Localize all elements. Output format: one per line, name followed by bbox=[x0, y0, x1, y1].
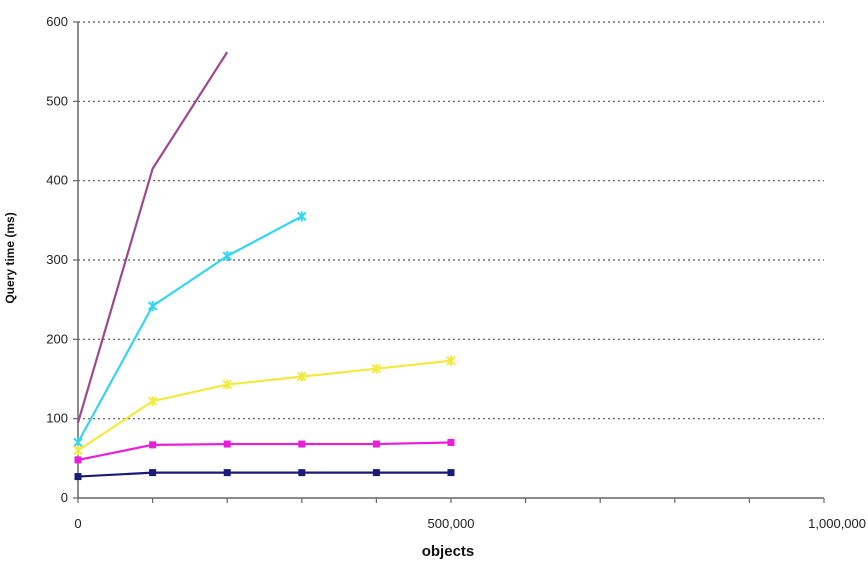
data-point-marker bbox=[74, 456, 82, 464]
y-tick-label: 500 bbox=[46, 93, 68, 108]
data-point-marker bbox=[447, 469, 455, 477]
data-point-marker bbox=[447, 438, 455, 446]
y-tick-label: 0 bbox=[61, 490, 68, 505]
series-line bbox=[77, 441, 452, 461]
y-tick-label: 600 bbox=[46, 14, 68, 29]
data-point-marker bbox=[297, 371, 307, 382]
data-point-marker bbox=[298, 469, 306, 477]
y-tick-label: 300 bbox=[46, 252, 68, 267]
data-point-marker bbox=[147, 301, 158, 312]
x-tick-label: 1,000,000 bbox=[808, 516, 866, 531]
y-tick-label: 200 bbox=[46, 331, 68, 346]
data-point-marker bbox=[223, 469, 231, 477]
series-line bbox=[76, 51, 229, 423]
data-point-marker bbox=[372, 440, 380, 448]
x-tick-label: 0 bbox=[74, 516, 81, 531]
data-point-marker bbox=[147, 396, 158, 407]
y-tick-label: 100 bbox=[46, 411, 68, 426]
series-line bbox=[77, 215, 303, 443]
data-point-marker bbox=[223, 440, 231, 448]
data-point-marker bbox=[149, 469, 157, 477]
data-point-marker bbox=[371, 363, 382, 374]
data-point-marker bbox=[73, 445, 83, 456]
x-tick-label: 500,000 bbox=[428, 516, 475, 531]
axes bbox=[73, 21, 825, 503]
gridlines bbox=[78, 21, 824, 420]
y-axis-title: Query time (ms) bbox=[3, 212, 17, 303]
data-point-marker bbox=[372, 469, 380, 477]
data-point-marker bbox=[149, 441, 157, 449]
series-line bbox=[77, 471, 451, 478]
data-point-marker bbox=[222, 251, 232, 262]
series-group bbox=[73, 51, 456, 481]
x-axis-title: objects bbox=[422, 543, 475, 560]
series-line bbox=[77, 359, 452, 452]
data-point-marker bbox=[74, 473, 82, 481]
y-tick-label: 400 bbox=[46, 173, 68, 188]
x-tick-labels: 0 500,000 1,000,000 bbox=[74, 516, 866, 531]
data-point-marker bbox=[222, 379, 232, 390]
data-point-marker bbox=[446, 355, 456, 366]
data-point-marker bbox=[298, 440, 306, 448]
data-point-marker bbox=[297, 211, 307, 222]
y-tick-labels: 0 100 200 300 400 500 600 bbox=[46, 14, 68, 505]
